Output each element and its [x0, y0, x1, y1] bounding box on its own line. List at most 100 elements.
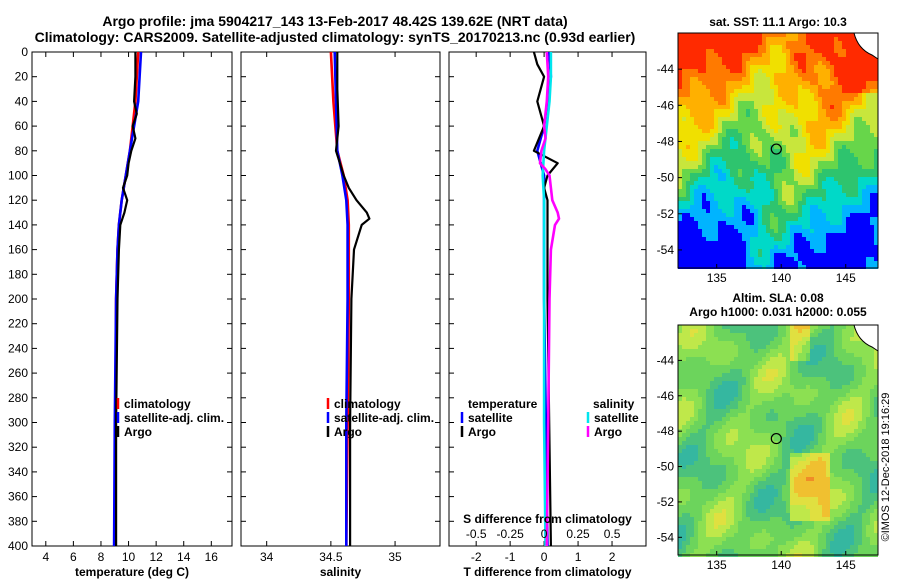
difference-top-tick-label: 0.25 — [566, 527, 590, 541]
sst-map-title: sat. SST: 11.1 Argo: 10.3 — [709, 15, 847, 29]
salinity-xlabel: salinity — [320, 565, 362, 579]
sst_map-argo-marker — [770, 143, 782, 155]
sst_map-coastline — [853, 32, 879, 60]
sla-map-title-line1: Altim. SLA: 0.08 — [732, 291, 824, 305]
difference-legend-label: Argo — [594, 425, 622, 439]
difference-legend-label: satellite — [468, 411, 513, 425]
temperature-legend-label: climatology — [124, 397, 191, 411]
difference-xtick-label: -1 — [505, 550, 516, 564]
temperature-xtick-label: 6 — [70, 550, 77, 564]
salinity-series-argo — [334, 52, 371, 546]
temperature-xtick-label: 8 — [98, 550, 105, 564]
salinity-xtick-label: 35 — [388, 550, 402, 564]
sst_map-ytick-label: -44 — [657, 62, 675, 76]
sla_map-xtick-label: 145 — [836, 558, 856, 572]
depth-tick-label: 220 — [8, 317, 28, 331]
depth-tick-label: 200 — [8, 292, 28, 306]
depth-tick-label: 360 — [8, 490, 28, 504]
difference-xlabel: T difference from climatology — [463, 565, 631, 579]
difference-panel: -2 -1 0 1 2T difference from climatology temp… — [448, 51, 647, 579]
temperature-xtick-label: 4 — [42, 550, 49, 564]
sst_map-frame — [677, 32, 879, 269]
sst_map-xtick-label: 145 — [836, 271, 856, 285]
temperature-legend-label: Argo — [124, 425, 152, 439]
temperature-series-argo — [114, 52, 138, 546]
depth-tick-label: 240 — [8, 341, 28, 355]
salinity-xtick-label: 34 — [260, 550, 274, 564]
salinity-panel: 34 34.5 35 salinity climatologysatellite-adj… — [240, 51, 441, 579]
depth-tick-label: 280 — [8, 391, 28, 405]
sla_map-coastline — [853, 324, 879, 352]
legend-heading-salinity: salinity — [593, 397, 635, 411]
figure-title-line1: Argo profile: jma 5904217_143 13-Feb-201… — [102, 13, 568, 29]
depth-tick-label: 400 — [8, 539, 28, 553]
sst_map-ytick-label: -52 — [657, 207, 675, 221]
depth-tick-label: 100 — [8, 169, 28, 183]
difference-xtick-label: 1 — [575, 550, 582, 564]
difference-top-xlabel: S difference from climatology — [463, 512, 632, 526]
sla_map-ytick-label: -46 — [657, 389, 675, 403]
sst_map-ytick-label: -48 — [657, 134, 675, 148]
credit-text: ©IMOS 12-Dec-2018 19:16:29 — [880, 393, 892, 542]
temperature-legend-label: satellite-adj. clim. — [124, 411, 224, 425]
sst_map-ytick-label: -46 — [657, 98, 675, 112]
salinity-legend-label: satellite-adj. clim. — [334, 411, 434, 425]
depth-tick-label: 40 — [15, 94, 29, 108]
sla_map-ytick-label: -54 — [657, 530, 675, 544]
figure-title-line2: Climatology: CARS2009. Satellite-adjuste… — [34, 29, 636, 45]
legend-heading-temperature: temperature — [468, 397, 538, 411]
depth-tick-label: 180 — [8, 267, 28, 281]
depth-tick-label: 0 — [21, 45, 28, 59]
sla_map-ytick-label: -44 — [657, 353, 675, 367]
temperature-xtick-label: 10 — [122, 550, 136, 564]
depth-tick-label: 160 — [8, 243, 28, 257]
sla_map-xtick-label: 135 — [707, 558, 727, 572]
depth-tick-label: 340 — [8, 465, 28, 479]
difference-top-tick-label: 0.5 — [604, 527, 621, 541]
salinity-legend-label: climatology — [334, 397, 401, 411]
difference-top-tick-label: -0.25 — [496, 527, 524, 541]
difference-xtick-label: 0 — [541, 550, 548, 564]
sla_map-field — [678, 325, 878, 557]
depth-tick-label: 140 — [8, 218, 28, 232]
sla_map-ytick-label: -50 — [657, 460, 675, 474]
depth-tick-label: 260 — [8, 366, 28, 380]
depth-tick-label: 120 — [8, 193, 28, 207]
temperature-panel: 0 20 40 60 80 100 120 140 160 180 200 220 240 260 280 3… — [8, 45, 233, 579]
sla-map: 135 140 145 -44 -46 -48 -50 -52 -54 — [657, 324, 879, 572]
sst_map-ytick-label: -50 — [657, 171, 675, 185]
sst_map-xtick-label: 135 — [707, 271, 727, 285]
salinity-series-satellite-adj.-clim. — [333, 51, 349, 546]
sst_map-xtick-label: 140 — [771, 271, 791, 285]
sst_map-field — [678, 33, 878, 269]
salinity-axes-box — [240, 51, 441, 547]
salinity-xtick-label: 34.5 — [319, 550, 343, 564]
sla_map-argo-marker — [770, 432, 782, 445]
difference-xtick-label: 2 — [609, 550, 616, 564]
difference-top-tick-label: 0 — [541, 527, 548, 541]
difference-legend-label: satellite — [594, 411, 639, 425]
depth-tick-label: 60 — [15, 119, 29, 133]
difference-top-tick-label: -0.5 — [466, 527, 487, 541]
difference-series-s-satellite — [541, 52, 553, 547]
difference-series-s-argo — [538, 51, 561, 547]
depth-tick-label: 320 — [8, 440, 28, 454]
difference-xtick-label: -2 — [471, 550, 482, 564]
sla_map-xtick-label: 140 — [771, 558, 791, 572]
sla_map-ytick-label: -52 — [657, 495, 675, 509]
difference-series-t-argo — [532, 51, 559, 547]
depth-tick-label: 380 — [8, 514, 28, 528]
depth-tick-label: 20 — [15, 70, 29, 84]
depth-tick-label: 300 — [8, 416, 28, 430]
depth-tick-label: 80 — [15, 144, 29, 158]
sla_map-ytick-label: -48 — [657, 424, 675, 438]
temperature-xtick-label: 14 — [177, 550, 191, 564]
temperature-xtick-label: 16 — [205, 550, 219, 564]
difference-legend-label: Argo — [468, 425, 496, 439]
sst_map-ytick-label: -54 — [657, 243, 675, 257]
sst-map: 135 140 145 -44 -46 -48 -50 -52 -54 — [657, 32, 879, 285]
temperature-xlabel: temperature (deg C) — [75, 565, 189, 579]
sla-map-title-line2: Argo h1000: 0.031 h2000: 0.055 — [689, 305, 867, 319]
temperature-xtick-label: 12 — [149, 550, 163, 564]
